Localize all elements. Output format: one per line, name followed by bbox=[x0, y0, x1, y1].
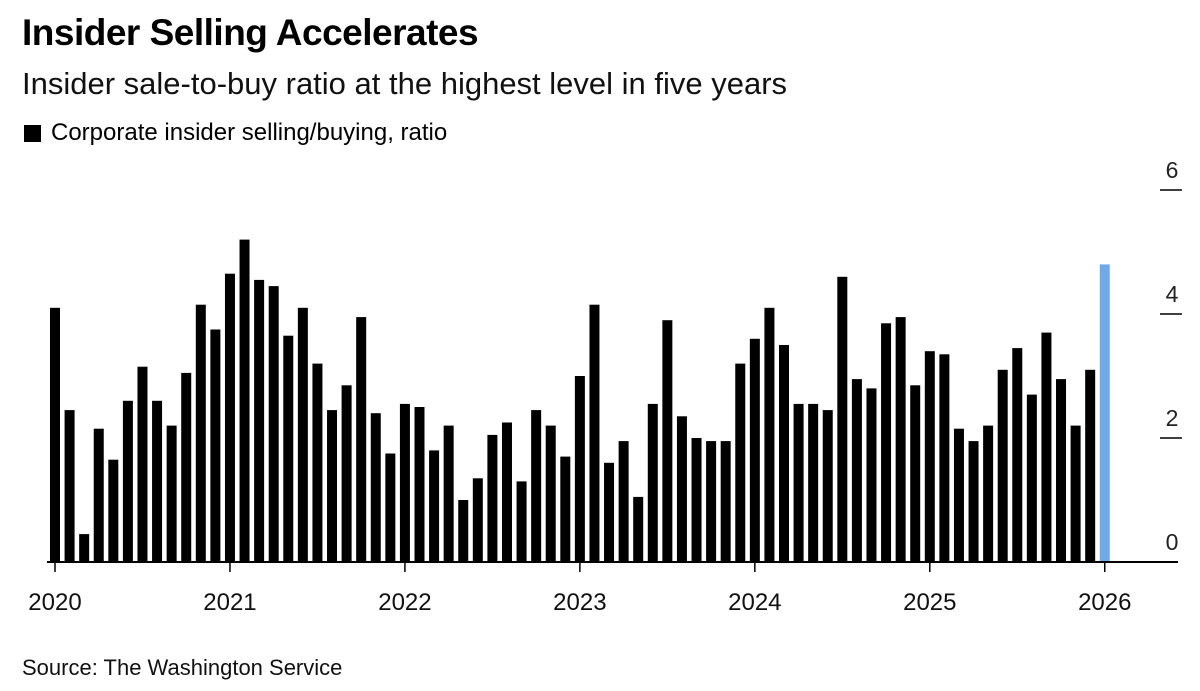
x-tick-label: 2022 bbox=[378, 589, 431, 616]
bar bbox=[195, 304, 206, 562]
bar bbox=[866, 388, 877, 562]
x-tick-label: 2021 bbox=[203, 589, 256, 616]
bar bbox=[224, 273, 235, 562]
bar bbox=[706, 441, 717, 562]
bar bbox=[779, 345, 789, 562]
bar bbox=[545, 425, 556, 562]
bar bbox=[676, 416, 687, 562]
bar bbox=[516, 481, 527, 562]
bar bbox=[312, 363, 323, 562]
y-tick-label: 0 bbox=[1166, 529, 1179, 555]
bar bbox=[79, 534, 90, 562]
bar bbox=[122, 400, 133, 562]
bar bbox=[749, 338, 760, 562]
bar bbox=[108, 459, 119, 562]
source-note: Source: The Washington Service bbox=[22, 655, 343, 680]
x-tick-label: 2024 bbox=[728, 589, 781, 616]
bar bbox=[808, 403, 819, 562]
bar bbox=[443, 425, 454, 562]
legend-label: Corporate insider selling/buying, ratio bbox=[51, 119, 448, 146]
x-tick-label: 2023 bbox=[553, 589, 606, 616]
bar bbox=[1085, 369, 1096, 562]
bar bbox=[1012, 348, 1023, 562]
x-tick-label: 2025 bbox=[903, 589, 956, 616]
bar bbox=[881, 323, 892, 562]
bar bbox=[356, 317, 367, 562]
bar bbox=[691, 438, 702, 562]
bar bbox=[254, 279, 265, 562]
bar bbox=[560, 456, 571, 562]
y-tick-label: 4 bbox=[1166, 281, 1179, 307]
bar-latest bbox=[1099, 264, 1110, 562]
bar bbox=[472, 478, 483, 562]
bar bbox=[720, 441, 731, 562]
bar bbox=[924, 351, 935, 562]
bar bbox=[458, 500, 469, 562]
bar bbox=[895, 317, 906, 562]
bar bbox=[64, 410, 75, 562]
x-tick-label: 2020 bbox=[28, 589, 81, 616]
bar bbox=[822, 410, 833, 562]
bar bbox=[531, 410, 542, 562]
bar bbox=[327, 410, 338, 562]
bar bbox=[210, 329, 221, 562]
bar bbox=[1070, 425, 1081, 562]
bar bbox=[618, 441, 629, 562]
x-tick-label: 2026 bbox=[1078, 589, 1131, 616]
bar bbox=[1041, 332, 1052, 562]
y-tick-label: 6 bbox=[1166, 157, 1179, 183]
chart-subtitle: Insider sale-to-buy ratio at the highest… bbox=[22, 66, 788, 101]
bar bbox=[93, 428, 104, 562]
legend: Corporate insider selling/buying, ratio bbox=[24, 119, 447, 147]
chart-title: Insider Selling Accelerates bbox=[22, 12, 479, 53]
bar bbox=[633, 496, 644, 562]
bar bbox=[997, 369, 1008, 562]
bar bbox=[1026, 394, 1037, 562]
bar bbox=[429, 450, 440, 562]
y-tick-label: 2 bbox=[1166, 405, 1179, 431]
bar bbox=[501, 422, 512, 562]
bar bbox=[735, 363, 746, 562]
bar bbox=[268, 286, 279, 562]
bar bbox=[589, 304, 600, 562]
bar bbox=[939, 354, 950, 562]
bar bbox=[1056, 379, 1067, 562]
bar bbox=[574, 376, 585, 562]
bar bbox=[50, 307, 60, 562]
bar bbox=[297, 307, 308, 562]
bar bbox=[983, 425, 994, 562]
legend-swatch bbox=[24, 124, 41, 142]
bar bbox=[953, 428, 964, 562]
bar bbox=[385, 453, 396, 562]
bar bbox=[647, 403, 658, 562]
bar bbox=[152, 400, 163, 562]
bar bbox=[137, 366, 148, 562]
bar bbox=[968, 441, 979, 562]
bar bbox=[181, 372, 192, 562]
bar bbox=[910, 385, 921, 562]
bar bbox=[283, 335, 294, 562]
bar bbox=[370, 413, 381, 562]
bar bbox=[399, 403, 410, 562]
bar bbox=[604, 462, 615, 562]
bar bbox=[837, 276, 848, 562]
bar bbox=[793, 403, 804, 562]
bar bbox=[341, 385, 352, 562]
bar bbox=[487, 434, 498, 562]
bar bbox=[662, 320, 673, 562]
bar bbox=[764, 307, 775, 562]
bar bbox=[166, 425, 177, 562]
bar bbox=[239, 239, 250, 562]
bar bbox=[414, 407, 425, 562]
bar bbox=[851, 379, 862, 562]
